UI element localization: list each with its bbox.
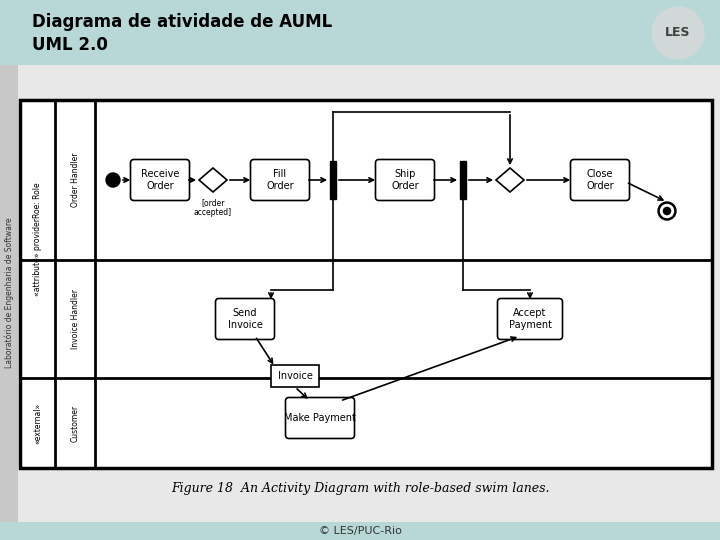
Text: Order Handler: Order Handler (71, 153, 79, 207)
FancyBboxPatch shape (498, 299, 562, 340)
Text: Figure 18  An Activity Diagram with role-based swim lanes.: Figure 18 An Activity Diagram with role-… (171, 482, 549, 495)
Bar (0, 522, 720, 540)
Text: Send
Invoice: Send Invoice (228, 308, 262, 330)
Text: Ship
Order: Ship Order (391, 169, 419, 191)
Circle shape (652, 7, 704, 59)
Bar (20, 100, 712, 468)
Polygon shape (496, 168, 524, 192)
Text: [order
accepted]: [order accepted] (194, 198, 232, 218)
Bar (271, 365, 319, 387)
Text: Diagrama de atividade de AUML: Diagrama de atividade de AUML (32, 13, 332, 31)
Text: Invoice: Invoice (278, 371, 312, 381)
Circle shape (663, 207, 670, 214)
Text: «external»: «external» (33, 402, 42, 444)
Bar (0, 65, 18, 540)
Text: LES: LES (665, 26, 690, 39)
Text: Accept
Payment: Accept Payment (508, 308, 552, 330)
Bar (20, 100, 712, 468)
FancyBboxPatch shape (130, 159, 189, 200)
FancyBboxPatch shape (215, 299, 274, 340)
Bar (330, 161, 336, 199)
Text: «attribute» providerRoe: Role: «attribute» providerRoe: Role (33, 182, 42, 296)
Circle shape (660, 205, 673, 218)
FancyBboxPatch shape (570, 159, 629, 200)
FancyBboxPatch shape (251, 159, 310, 200)
Circle shape (658, 202, 676, 220)
Text: Receive
Order: Receive Order (141, 169, 179, 191)
Text: Customer: Customer (71, 404, 79, 442)
FancyBboxPatch shape (286, 397, 354, 438)
FancyBboxPatch shape (376, 159, 434, 200)
Text: Laboratório de Engenharia de Software: Laboratório de Engenharia de Software (4, 217, 14, 368)
Text: Fill
Order: Fill Order (266, 169, 294, 191)
Text: UML 2.0: UML 2.0 (32, 36, 108, 54)
Polygon shape (199, 168, 227, 192)
Circle shape (106, 173, 120, 187)
Text: Close
Order: Close Order (586, 169, 614, 191)
Text: Make Payment: Make Payment (284, 413, 356, 423)
Text: Invoice Handler: Invoice Handler (71, 289, 79, 349)
Bar (0, 0, 720, 65)
Bar (460, 161, 466, 199)
Text: © LES/PUC-Rio: © LES/PUC-Rio (318, 526, 402, 536)
